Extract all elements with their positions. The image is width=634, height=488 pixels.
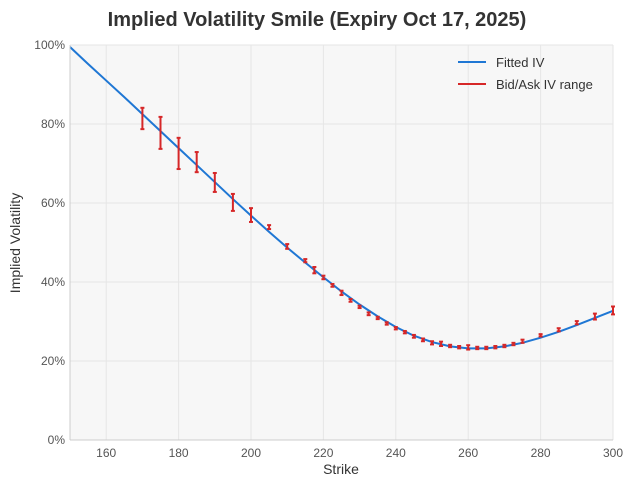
y-tick-label: 40%: [41, 275, 65, 289]
y-axis-label: Implied Volatility: [7, 193, 23, 293]
y-tick-label: 60%: [41, 196, 65, 210]
x-tick-label: 260: [458, 446, 478, 460]
x-tick-label: 160: [96, 446, 116, 460]
plot-area: [70, 45, 613, 440]
legend: Fitted IV Bid/Ask IV range: [458, 55, 593, 92]
chart-title: Implied Volatility Smile (Expiry Oct 17,…: [108, 9, 527, 31]
x-tick-label: 180: [169, 446, 189, 460]
legend-label-bidask: Bid/Ask IV range: [496, 77, 593, 92]
x-tick-label: 300: [603, 446, 623, 460]
x-tick-label: 220: [313, 446, 333, 460]
y-tick-label: 80%: [41, 117, 65, 131]
x-tick-label: 240: [386, 446, 406, 460]
x-tick-label: 200: [241, 446, 261, 460]
y-tick-label: 100%: [34, 38, 65, 52]
y-tick-label: 20%: [41, 354, 65, 368]
x-axis-label: Strike: [323, 461, 359, 477]
y-tick-label: 0%: [48, 433, 66, 447]
legend-label-fitted: Fitted IV: [496, 55, 545, 70]
x-tick-label: 280: [531, 446, 551, 460]
